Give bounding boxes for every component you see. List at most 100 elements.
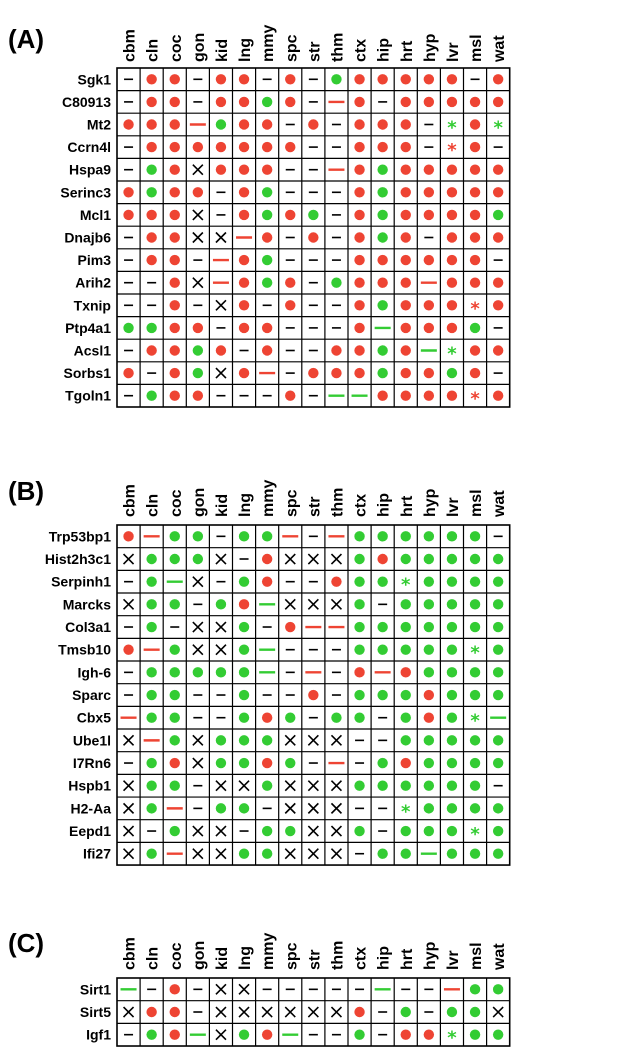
row-label: Mcl1 bbox=[80, 207, 111, 223]
green-dot bbox=[238, 1029, 250, 1040]
green-dot bbox=[400, 689, 411, 701]
green-dot bbox=[469, 599, 481, 610]
red-dot bbox=[400, 74, 411, 85]
red-dot bbox=[215, 141, 227, 153]
green-dot bbox=[146, 1029, 157, 1040]
red-dot bbox=[400, 345, 411, 356]
red-dot bbox=[261, 164, 273, 175]
red-dot bbox=[238, 96, 250, 108]
green-dot bbox=[146, 553, 157, 565]
red-dot bbox=[169, 757, 180, 769]
red-dot bbox=[469, 232, 481, 243]
cross-mark bbox=[215, 621, 227, 633]
column-label: wat bbox=[491, 943, 508, 971]
red-dot bbox=[146, 1006, 157, 1018]
green-dot bbox=[423, 576, 435, 587]
green-dot bbox=[331, 712, 342, 723]
column-label: kid bbox=[214, 494, 231, 517]
green-dot bbox=[285, 712, 296, 723]
red-dot bbox=[446, 322, 458, 334]
panel-1: (B) cbm cln coc gon kid lng mmy spc str thm ctx hip h… bbox=[8, 476, 511, 866]
row-label: Hist2h3c1 bbox=[45, 551, 111, 567]
red-dot bbox=[123, 187, 134, 198]
red-dot bbox=[446, 187, 458, 198]
row-label: Hspa9 bbox=[69, 162, 111, 178]
red-dot bbox=[492, 232, 504, 243]
red-dot bbox=[169, 164, 180, 175]
red-dot bbox=[192, 322, 204, 334]
green-dot bbox=[492, 757, 504, 769]
red-dot bbox=[492, 390, 504, 401]
red-dot bbox=[423, 367, 435, 379]
red-dot bbox=[123, 367, 134, 379]
red-dot bbox=[423, 322, 435, 334]
green-dot bbox=[492, 735, 504, 746]
red-dot bbox=[354, 1006, 365, 1018]
cross-mark bbox=[192, 825, 204, 837]
red-dot bbox=[238, 254, 250, 266]
green-dot bbox=[192, 531, 204, 542]
red-dot bbox=[423, 712, 435, 723]
red-dot bbox=[469, 345, 481, 356]
cross-mark bbox=[215, 644, 227, 656]
cross-mark bbox=[284, 780, 296, 792]
cross-mark bbox=[284, 802, 296, 814]
green-dot bbox=[169, 667, 180, 678]
red-dot bbox=[377, 390, 388, 401]
red-dot bbox=[285, 300, 296, 311]
green-dot bbox=[423, 553, 435, 565]
green-dot bbox=[238, 667, 250, 678]
green-dot bbox=[377, 300, 388, 311]
cross-mark bbox=[192, 621, 204, 633]
green-dot bbox=[215, 599, 227, 610]
green-dot bbox=[238, 621, 250, 633]
row-label: Eepd1 bbox=[69, 823, 111, 839]
column-label: coc bbox=[168, 34, 185, 62]
green-dot bbox=[331, 277, 342, 288]
red-dot bbox=[238, 164, 250, 175]
row-label: Sparc bbox=[72, 687, 111, 703]
red-dot bbox=[400, 277, 411, 288]
green-dot bbox=[238, 803, 250, 814]
red-dot bbox=[446, 390, 458, 401]
red-dot bbox=[446, 232, 458, 243]
red-dot bbox=[469, 119, 481, 130]
green-dot bbox=[469, 757, 481, 769]
green-dot bbox=[238, 848, 250, 859]
green-dot bbox=[377, 689, 388, 701]
red-dot bbox=[169, 141, 180, 153]
row-label: C80913 bbox=[62, 94, 111, 110]
panel-label: (A) bbox=[8, 24, 44, 54]
red-dot bbox=[238, 187, 250, 198]
green-dot bbox=[377, 164, 388, 175]
red-dot bbox=[308, 232, 319, 243]
column-label: kid bbox=[214, 947, 231, 970]
row-label: I7Rn6 bbox=[73, 755, 111, 771]
column-label: cbm bbox=[122, 937, 139, 970]
column-label: msl bbox=[468, 34, 485, 62]
red-dot bbox=[261, 141, 273, 153]
cross-mark bbox=[192, 734, 204, 746]
red-dot bbox=[146, 232, 157, 243]
green-dot bbox=[400, 1006, 411, 1018]
red-dot bbox=[169, 345, 180, 356]
red-dot bbox=[169, 984, 180, 995]
column-label: hip bbox=[376, 38, 393, 62]
cross-mark bbox=[122, 553, 135, 565]
cross-mark bbox=[122, 848, 135, 860]
column-label: hip bbox=[376, 946, 393, 970]
column-label: thm bbox=[329, 33, 346, 62]
red-dot bbox=[169, 119, 180, 130]
column-label: str bbox=[306, 42, 323, 62]
green-dot bbox=[331, 74, 342, 85]
cross-mark bbox=[492, 1006, 504, 1018]
green-dot bbox=[146, 689, 157, 701]
cross-mark bbox=[284, 598, 296, 610]
green-dot bbox=[492, 848, 504, 859]
red-dot bbox=[400, 232, 411, 243]
column-label: hrt bbox=[399, 40, 416, 62]
green-dot bbox=[469, 553, 481, 565]
column-label: coc bbox=[168, 942, 185, 970]
red-dot bbox=[285, 390, 296, 401]
row-label: Txnip bbox=[74, 297, 111, 313]
